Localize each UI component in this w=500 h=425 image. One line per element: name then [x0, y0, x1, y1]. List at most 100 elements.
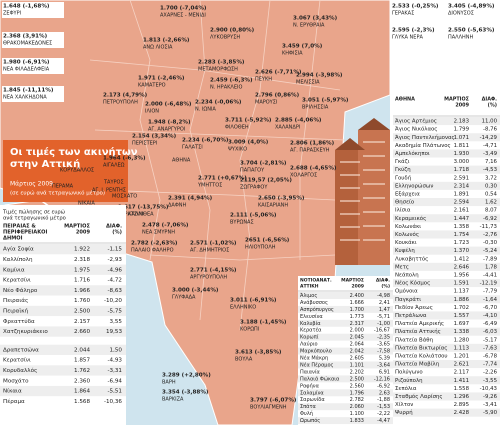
area-price: 3.009 (4,0%)	[228, 140, 269, 146]
table-cell: -6,49	[483, 321, 498, 327]
table-cell: Παγκράτι	[395, 296, 421, 303]
area-name: ΑΧΑΡΝΕΣ - ΜΕΝΙΔΙ	[160, 13, 206, 19]
area-price: 2.234 (-0,06%)	[195, 100, 242, 106]
area-name: ΑΓ. ΑΝΑΡΓΥΡΟΙ	[148, 127, 185, 133]
table-cell: -6,78	[483, 353, 498, 359]
area-price: 2.782 (-2,63%)	[131, 241, 178, 247]
area-price: 2.885 (-4,06%)	[275, 118, 322, 124]
table-cell: Λυκαβηττός	[395, 255, 428, 262]
table-cell: 1.338	[454, 329, 470, 335]
table-cell: Ριζούπολη	[395, 377, 423, 384]
table-cell: 1.975	[74, 267, 90, 273]
table-cell: Φρεαττύδα	[3, 318, 35, 325]
table-cell: 2.060	[350, 404, 364, 410]
area-name: Ν. ΗΡΑΚΛΕΙΟ	[210, 85, 242, 91]
table-row-bg	[393, 327, 500, 336]
area-price: 2.111 (-5,06%)	[230, 213, 277, 219]
table-cell: -10,20	[104, 298, 122, 304]
table-row-bg	[0, 344, 126, 355]
table-row-bg	[298, 292, 393, 299]
place-name: ΝΙΚΑΙΑ	[78, 201, 95, 207]
table-header: ΜΑΡΤΙΟΣ	[444, 97, 469, 103]
table-cell: Γουδή	[395, 174, 411, 181]
area-name: ΑΝΩ ΛΙΟΣΙΑ	[143, 45, 173, 51]
table-row-bg	[393, 181, 500, 190]
area-price: 2.173 (4,79%)	[103, 93, 148, 99]
table-cell: Αγία Σοφία	[3, 246, 34, 253]
table-header: ΔΙΑΦ.	[106, 224, 122, 230]
area-name: ΛΥΚΟΒΡΥΣΗ	[210, 35, 240, 41]
table-cell: 19,53	[106, 329, 122, 335]
area-name: ΠΑΛΛΗΝΗ	[448, 35, 474, 41]
area-name: ΕΛΛΗΝΙΚΟ	[230, 305, 256, 311]
table-cell: -3,41	[483, 402, 497, 408]
table-cell: 6,91	[379, 369, 390, 375]
table-cell: -5,71	[377, 314, 390, 320]
table-cell: Πλατεία Αμερικής	[395, 320, 444, 327]
table-cell: -5,24	[483, 248, 498, 254]
area-name: ΜΕΛΙΣΣΙΑ	[296, 80, 320, 86]
table-cell: -4,72	[108, 278, 122, 284]
area-price: 2.806 (1,86%)	[290, 141, 335, 147]
area-price: 2.533 (-0,25%)	[392, 4, 439, 10]
table-cell: Κερατσίνι	[3, 277, 31, 284]
table-cell: 1.137	[454, 289, 469, 295]
table-cell: -2,26	[483, 370, 498, 376]
table-cell: Ραφήνα	[300, 382, 320, 389]
label-box	[2, 32, 64, 48]
table-cell: 2,41	[379, 300, 390, 306]
table-cell: 2.161	[454, 208, 469, 214]
table-row-bg	[298, 389, 393, 397]
area-name: ΒΟΥΛΙΑΓΜΕΝΗ	[250, 405, 287, 411]
table-row-bg	[0, 244, 126, 255]
table-cell: 5,39	[379, 356, 390, 362]
table-cell: -3,55	[483, 378, 497, 384]
table-cell: Κορωπί	[300, 334, 319, 341]
table-cell: Ελευσίνα	[300, 313, 323, 320]
area-name: Ν. ΙΩΝΙΑ	[195, 107, 216, 113]
table-cell: Μοσχάτο	[3, 377, 29, 384]
table-cell: Νέος Κόσμος	[395, 280, 430, 287]
table-row-bg	[298, 361, 393, 369]
table-cell: 2.000	[350, 328, 364, 334]
table-cell: 11,00	[482, 119, 498, 125]
table-cell: 2.044	[74, 347, 90, 353]
table-cell: 2.428	[454, 410, 470, 416]
table-cell: 1.201	[454, 353, 469, 359]
table-cell: 1.956	[454, 272, 470, 278]
table-cell: 1.762	[74, 368, 90, 374]
table-cell: -3,49	[483, 151, 498, 157]
area-name: ΝΕΑ ΧΑΛΚΗΔΟΝΑ	[3, 95, 47, 101]
table-cell: 1.411	[454, 378, 469, 384]
table-cell: Δραπετσώνα	[3, 346, 39, 353]
table-cell: Κεραμεικός	[395, 215, 426, 222]
area-price: 2.571 (-1,02%)	[190, 241, 237, 247]
area-name: ΧΑΛΑΝΔΡΙ	[275, 125, 300, 131]
table-header: (%)	[381, 284, 390, 290]
table-row-bg	[393, 279, 500, 288]
table-caption: Τιμές πώλησης σε ευρώ	[2, 209, 65, 216]
area-price: 3.067 (3,43%)	[293, 16, 338, 22]
area-name: ΓΑΛΑΤΣΙ	[182, 145, 203, 151]
table-row-bg	[393, 343, 500, 352]
table-cell: Πλατεία Κολιάτσου	[395, 352, 448, 359]
area-name: ΚΑΜΑΤΕΡΟ	[138, 83, 166, 89]
title-box	[3, 140, 128, 202]
table-cell: 3,72	[485, 175, 497, 181]
table-cell: Ασπρόπυργος	[300, 306, 334, 313]
table-row-bg	[393, 117, 500, 126]
area-name: ΗΛΙΟΥΠΟΛΗ	[245, 245, 276, 251]
table-cell: 2.183	[454, 119, 469, 125]
table-cell: 1.886	[454, 297, 470, 303]
area-name: ΠΑΠΑΓΟΥ	[240, 168, 265, 174]
table-cell: -8,63	[108, 288, 123, 294]
buildings-illustration	[335, 118, 390, 265]
area-price: 3.797 (-6,07%)	[250, 398, 297, 404]
table-cell: -10,43	[480, 386, 497, 392]
table-cell: 0,30	[485, 183, 498, 189]
table-cell: -1,88	[377, 397, 390, 403]
table-cell: -9,26	[483, 394, 498, 400]
table-row-bg	[393, 198, 500, 207]
title-unit: (σε ευρώ ανά τετραγωνικό μέτρο)	[10, 190, 105, 197]
label-box	[2, 58, 64, 74]
